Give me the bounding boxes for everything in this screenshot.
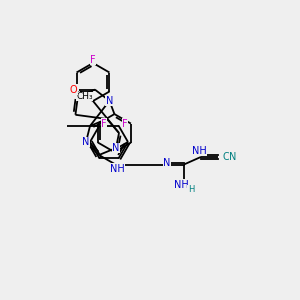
Text: CH₃: CH₃ xyxy=(76,92,93,101)
Text: F: F xyxy=(90,55,96,65)
Text: F: F xyxy=(122,118,128,129)
Text: C: C xyxy=(223,152,230,162)
Text: NH: NH xyxy=(110,164,125,173)
Text: O: O xyxy=(70,85,77,94)
Text: H: H xyxy=(188,185,194,194)
Text: NH: NH xyxy=(174,180,188,190)
Text: N: N xyxy=(82,137,90,147)
Text: N: N xyxy=(106,96,113,106)
Text: NH: NH xyxy=(192,146,206,156)
Text: N: N xyxy=(163,158,170,167)
Text: N: N xyxy=(112,143,120,153)
Text: F: F xyxy=(101,118,107,129)
Text: N: N xyxy=(230,152,237,162)
